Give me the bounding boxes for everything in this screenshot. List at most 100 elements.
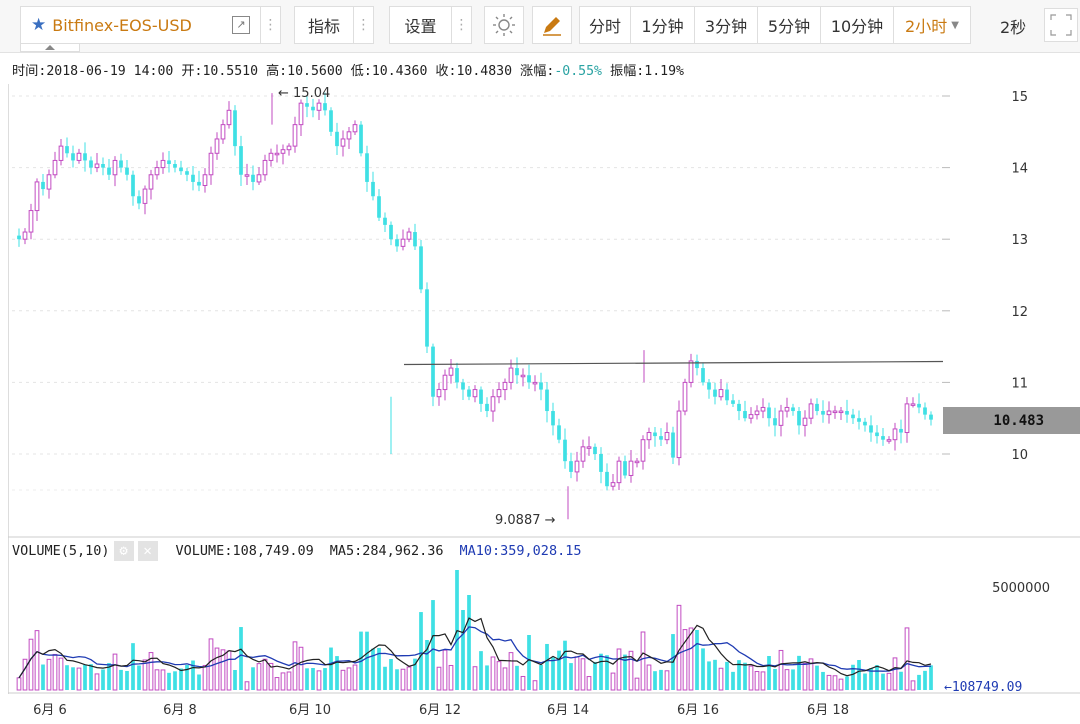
volume-bar bbox=[479, 651, 483, 690]
volume-bar bbox=[467, 595, 471, 690]
draw-tool-button[interactable] bbox=[532, 6, 572, 44]
settings-button[interactable]: 设置 bbox=[389, 6, 452, 44]
x-tick-label: 6月 8 bbox=[163, 703, 197, 718]
volume-bar bbox=[472, 666, 478, 691]
candle-body bbox=[731, 400, 735, 404]
fullscreen-button[interactable] bbox=[1044, 8, 1078, 42]
candle-body bbox=[185, 171, 189, 175]
volume-bar bbox=[923, 670, 927, 690]
period-label: 3分钟 bbox=[704, 17, 748, 36]
volume-bar bbox=[58, 657, 64, 691]
period-tab-5m[interactable]: 5分钟 bbox=[757, 6, 821, 44]
indicators-button[interactable]: 指标 bbox=[294, 6, 354, 44]
popout-icon[interactable]: ↗ bbox=[232, 16, 250, 34]
candle-body bbox=[323, 103, 327, 111]
volume-bar bbox=[586, 676, 592, 691]
candle-body bbox=[76, 152, 82, 161]
volume-label: VOLUME: bbox=[175, 543, 233, 559]
volume-bar bbox=[838, 678, 844, 691]
symbol-dropdown-tab[interactable] bbox=[20, 44, 80, 52]
volume-bar bbox=[371, 648, 375, 690]
volume-bar bbox=[461, 610, 465, 690]
volume-bar bbox=[754, 671, 760, 691]
candle-body bbox=[923, 407, 927, 415]
candle-body bbox=[881, 436, 885, 440]
volume-bar bbox=[383, 666, 387, 690]
volume-bar bbox=[892, 657, 898, 691]
volume-bar bbox=[917, 674, 921, 690]
volume-bar bbox=[112, 653, 118, 691]
volume-bar bbox=[208, 638, 214, 691]
period-tab-realtime[interactable]: 分时 bbox=[579, 6, 631, 44]
candle-body bbox=[713, 389, 717, 397]
low-value: 10.4360 bbox=[371, 64, 428, 79]
indicators-more-icon[interactable]: ⋮ bbox=[354, 6, 374, 44]
volume-bar bbox=[305, 668, 309, 690]
volume-bar bbox=[244, 681, 250, 691]
candle-body bbox=[34, 181, 40, 212]
gear-icon[interactable]: ⚙ bbox=[113, 541, 134, 561]
candle-body bbox=[485, 403, 489, 412]
volume-bar bbox=[857, 660, 861, 690]
candle-body bbox=[838, 410, 844, 414]
volume-bar bbox=[910, 680, 916, 691]
candle-body bbox=[886, 439, 892, 442]
candle-body bbox=[455, 368, 459, 383]
close-icon[interactable]: ✕ bbox=[137, 541, 158, 561]
candle-body bbox=[490, 396, 496, 412]
symbol-selector[interactable]: ★ Bitfinex-EOS-USD ↗ bbox=[20, 6, 261, 44]
theme-toggle-button[interactable] bbox=[484, 6, 524, 44]
candle-body bbox=[899, 428, 903, 433]
candle-body bbox=[167, 160, 171, 165]
candle-body bbox=[532, 381, 538, 385]
candle-body bbox=[610, 482, 616, 487]
amplitude-label: 振幅: bbox=[609, 64, 645, 79]
settings-more-icon[interactable]: ⋮ bbox=[452, 6, 472, 44]
refresh-interval[interactable]: 2秒 bbox=[1000, 18, 1027, 37]
candle-body bbox=[352, 124, 358, 133]
close-value: 10.4830 bbox=[456, 64, 513, 79]
volume-bar bbox=[419, 612, 423, 690]
candle-body bbox=[220, 124, 226, 140]
candle-body bbox=[208, 152, 214, 176]
candle-body bbox=[671, 432, 675, 458]
volume-bar bbox=[71, 667, 75, 690]
volume-bar bbox=[214, 647, 220, 691]
candle-body bbox=[431, 346, 435, 397]
volume-bar bbox=[197, 674, 201, 690]
volume-bar bbox=[580, 658, 586, 691]
candle-body bbox=[101, 164, 105, 168]
volume-bar bbox=[442, 649, 448, 691]
volume-bar bbox=[22, 658, 28, 691]
volume-bar bbox=[713, 659, 717, 690]
candle-body bbox=[461, 382, 465, 390]
symbol-more-icon[interactable]: ⋮ bbox=[261, 6, 281, 44]
candle-body bbox=[239, 146, 243, 175]
volume-bar bbox=[101, 669, 105, 690]
period-tab-3m[interactable]: 3分钟 bbox=[694, 6, 758, 44]
fullscreen-icon bbox=[1050, 14, 1072, 36]
period-tab-1m[interactable]: 1分钟 bbox=[630, 6, 695, 44]
candle-body bbox=[191, 174, 195, 182]
candle-body bbox=[28, 210, 34, 233]
candle-body bbox=[929, 414, 933, 420]
period-dropdown-2h[interactable]: 2小时 ▼ bbox=[893, 6, 971, 44]
x-tick-label: 6月 16 bbox=[677, 703, 719, 718]
chart-left-border bbox=[8, 84, 9, 694]
period-tab-10m[interactable]: 10分钟 bbox=[820, 6, 894, 44]
candle-body bbox=[917, 403, 921, 408]
y-tick-label: 10 bbox=[1011, 448, 1028, 463]
volume-header: VOLUME(5,10) ⚙ ✕ VOLUME: 108,749.09 MA5: 2… bbox=[12, 541, 581, 561]
horizontal-trend-line[interactable] bbox=[403, 360, 944, 366]
x-tick-label: 6月 18 bbox=[807, 703, 849, 718]
candle-body bbox=[83, 153, 87, 161]
active-period-label: 2小时 bbox=[905, 17, 948, 36]
star-icon[interactable]: ★ bbox=[31, 15, 47, 35]
volume-bar bbox=[280, 672, 286, 691]
volume-bar bbox=[545, 643, 549, 690]
volume-bar bbox=[400, 668, 406, 691]
volume-bar bbox=[826, 674, 832, 691]
ma10-value: 359,028.15 bbox=[500, 543, 582, 559]
ma5-value: 284,962.36 bbox=[362, 543, 444, 559]
